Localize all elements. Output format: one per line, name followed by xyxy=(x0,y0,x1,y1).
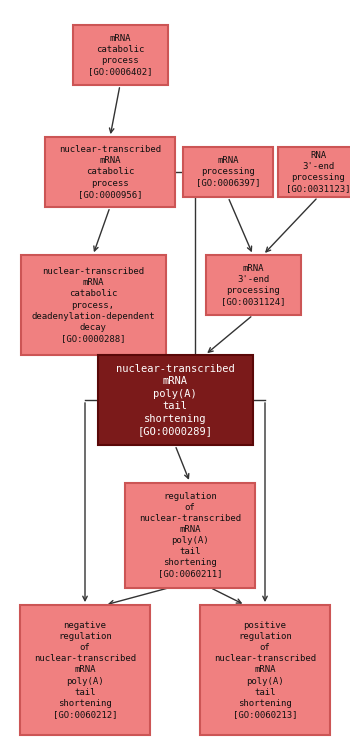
Text: negative
regulation
of
nuclear-transcribed
mRNA
poly(A)
tail
shortening
[GO:0060: negative regulation of nuclear-transcrib… xyxy=(34,621,136,719)
FancyBboxPatch shape xyxy=(45,137,175,207)
FancyBboxPatch shape xyxy=(205,255,301,315)
FancyBboxPatch shape xyxy=(183,147,273,197)
Text: nuclear-transcribed
mRNA
catabolic
process
[GO:0000956]: nuclear-transcribed mRNA catabolic proce… xyxy=(59,146,161,199)
Text: RNA
3'-end
processing
[GO:0031123]: RNA 3'-end processing [GO:0031123] xyxy=(286,151,350,193)
Text: mRNA
catabolic
process
[GO:0006402]: mRNA catabolic process [GO:0006402] xyxy=(88,34,152,76)
Text: nuclear-transcribed
mRNA
poly(A)
tail
shortening
[GO:0000289]: nuclear-transcribed mRNA poly(A) tail sh… xyxy=(116,364,234,436)
FancyBboxPatch shape xyxy=(72,25,168,85)
Text: nuclear-transcribed
mRNA
catabolic
process,
deadenylation-dependent
decay
[GO:00: nuclear-transcribed mRNA catabolic proce… xyxy=(31,267,155,343)
FancyBboxPatch shape xyxy=(98,355,252,445)
FancyBboxPatch shape xyxy=(200,605,330,735)
FancyBboxPatch shape xyxy=(21,255,166,355)
Text: regulation
of
nuclear-transcribed
mRNA
poly(A)
tail
shortening
[GO:0060211]: regulation of nuclear-transcribed mRNA p… xyxy=(139,492,241,578)
FancyBboxPatch shape xyxy=(278,147,350,197)
Text: positive
regulation
of
nuclear-transcribed
mRNA
poly(A)
tail
shortening
[GO:0060: positive regulation of nuclear-transcrib… xyxy=(214,621,316,719)
Text: mRNA
processing
[GO:0006397]: mRNA processing [GO:0006397] xyxy=(196,156,260,187)
FancyBboxPatch shape xyxy=(125,483,255,587)
FancyBboxPatch shape xyxy=(20,605,150,735)
Text: mRNA
3'-end
processing
[GO:0031124]: mRNA 3'-end processing [GO:0031124] xyxy=(221,264,285,306)
